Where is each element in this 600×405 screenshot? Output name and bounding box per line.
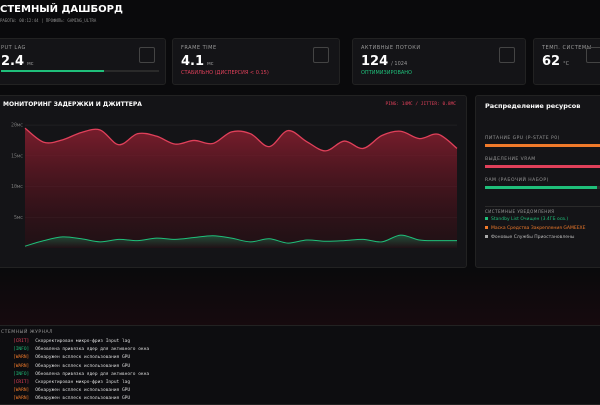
log-panel: СТЕМНЫЙ ЖУРНАЛ [CRIT] Скорректирован микр… (0, 325, 600, 405)
card-label: PUT LAG (1, 45, 26, 51)
card-value: 124/ 1024 (361, 54, 407, 69)
notice-dot (485, 226, 488, 229)
card-icon (586, 47, 600, 63)
bar-fill (485, 186, 597, 189)
log-line: [WARN] Обнаружен всплеск использования GP… (13, 364, 130, 369)
card: ТЕМП. СИСТЕМЫ 62 °C (533, 38, 600, 85)
value: 62 (542, 54, 561, 69)
log-line: [INFO] Обновлена привязка ядер для активн… (13, 372, 149, 377)
card: FRAME TIME 4.1 мс СТАБИЛЬНО (ДИСПЕРСИЯ < 0.… (172, 38, 340, 85)
card-label: FRAME TIME (181, 45, 217, 51)
bar-label: RAM (РАБОЧИЙ НАБОР) (485, 178, 549, 183)
log-line: [WARN] Обнаружен всплеск использования GP… (13, 388, 130, 393)
title: СТЕМНЫЙ ДАШБОРД (0, 4, 123, 15)
notice-text: Маска Средства Закрепления GAMEEXE (491, 226, 586, 231)
log-line: [CRIT] Скорректирован микро-фриз Input la… (13, 339, 130, 344)
unit: °C (563, 61, 570, 67)
unit: / 1024 (391, 61, 408, 67)
notice: Standby List Очищен (3.4ГБ осв.) (485, 217, 568, 222)
bar-track (485, 165, 600, 168)
log-text: Обнаружен всплеск использования GPU (35, 355, 131, 361)
chart-title: МОНИТОРИНГ ЗАДЕРЖКИ И ДЖИТТЕРА (3, 101, 142, 108)
log-text: Обнаружен всплеск использования GPU (35, 396, 131, 402)
chart-legend: PING: 14МС / JITTER: 0.8МС (385, 102, 456, 107)
bar-track (485, 144, 600, 147)
log-level: [CRIT] (13, 380, 30, 385)
log-title: СТЕМНЫЙ ЖУРНАЛ (1, 330, 53, 335)
card: АКТИВНЫЕ ПОТОКИ 124/ 1024 ОПТИМИЗИРОВАНО (352, 38, 526, 85)
bar-label: ВЫДЕЛЕНИЕ VRAM (485, 157, 536, 162)
card-note: ОПТИМИЗИРОВАНО (361, 70, 412, 76)
y-tick-label: 15мс (11, 153, 23, 159)
notices-title: СИСТЕМНЫЕ УВЕДОМЛЕНИЯ (485, 209, 555, 214)
card-value: 2.4 мс (1, 54, 34, 69)
log-line: [INFO] Обновлена привязка ядер для активн… (13, 347, 149, 352)
area (25, 235, 457, 248)
value: 124 (361, 54, 389, 69)
line (24, 127, 458, 152)
notice-dot (485, 235, 488, 238)
y-tick-label: 10мс (11, 184, 23, 190)
card-icon (499, 47, 515, 63)
card-value: 4.1 мс (181, 54, 214, 69)
card-icon (313, 47, 329, 63)
card-label: АКТИВНЫЕ ПОТОКИ (361, 45, 421, 51)
card: PUT LAG 2.4 мс (0, 38, 166, 85)
card-note: СТАБИЛЬНО (ДИСПЕРСИЯ < 0.15) (181, 70, 269, 76)
resources-title: Распределение ресурсов (485, 102, 581, 110)
bar-track (485, 186, 600, 189)
log-text: Обновлена привязка ядер для активного ок… (35, 371, 150, 377)
chart: 20мс 15мс 10мс 5мс (11, 123, 458, 248)
value: 4.1 (181, 54, 205, 69)
log-text: Обнаружен всплеск использования GPU (35, 363, 131, 369)
bar-fill (485, 165, 600, 168)
log-level: [WARN] (13, 363, 30, 369)
progress-track (1, 70, 159, 72)
unit: мс (27, 61, 34, 67)
unit: мс (207, 61, 214, 67)
log-line: [WARN] Обнаружен всплеск использования GP… (13, 396, 130, 401)
log-text: Обнаружен всплеск использования GPU (35, 388, 131, 394)
card-icon (139, 47, 155, 63)
notice-text: Фоновые Службы Приостановлены (491, 235, 575, 240)
y-tick-label: 20мс (11, 123, 23, 129)
log-line: [WARN] Обнаружен всплеск использования GP… (13, 355, 130, 360)
card-label: ТЕМП. СИСТЕМЫ (542, 45, 592, 51)
log-level: [INFO] (13, 371, 30, 377)
subtitle: РАБОТЫ: 00:12:44 | ПРОФИЛЬ: GAMING_ULTRA (0, 18, 97, 23)
resources-panel: Распределение ресурсов ПИТАНИЕ GPU (P-ST… (475, 95, 600, 268)
notice-dot (485, 217, 488, 220)
chart-panel: МОНИТОРИНГ ЗАДЕРЖКИ И ДЖИТТЕРА PING: 14М… (0, 95, 467, 268)
y-tick-label: 5мс (14, 215, 23, 221)
log-text: Скорректирован микро-фриз Input lag (35, 339, 131, 344)
value: 2.4 (1, 54, 25, 69)
log-level: [WARN] (13, 355, 30, 361)
bar-label: ПИТАНИЕ GPU (P-STATE P0) (485, 136, 560, 141)
area (25, 128, 457, 248)
log-line: [CRIT] Скорректирован микро-фриз Input la… (13, 380, 130, 385)
log-level: [WARN] (13, 396, 30, 402)
log-text: Обновлена привязка ядер для активного ок… (35, 347, 150, 353)
notice: Фоновые Службы Приостановлены (485, 235, 574, 240)
card-value: 62 °C (542, 54, 569, 69)
log-level: [INFO] (13, 347, 30, 353)
notice-text: Standby List Очищен (3.4ГБ осв.) (491, 217, 569, 222)
bar-fill (485, 144, 600, 147)
log-level: [CRIT] (13, 339, 30, 344)
log-level: [WARN] (13, 388, 30, 394)
notice: Маска Средства Закрепления GAMEEXE (485, 226, 585, 231)
line (24, 234, 458, 247)
log-text: Скорректирован микро-фриз Input lag (35, 380, 131, 385)
progress-fill (1, 70, 104, 72)
